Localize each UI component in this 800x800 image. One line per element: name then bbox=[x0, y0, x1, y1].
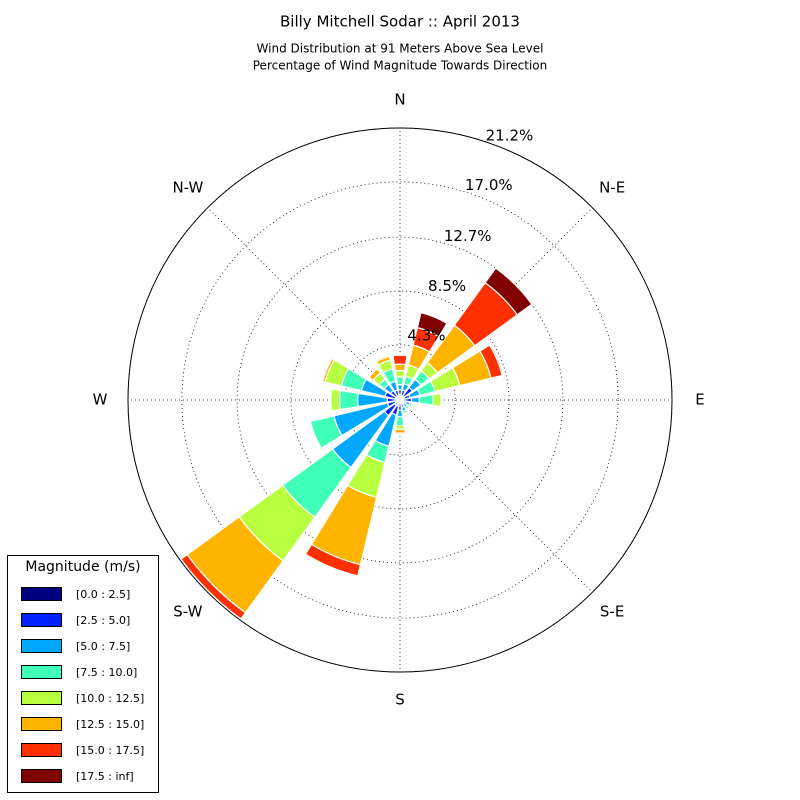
legend-swatch bbox=[21, 717, 62, 731]
r-tick-label: 17.0% bbox=[465, 176, 513, 194]
legend-swatch bbox=[21, 743, 62, 757]
wind-bar bbox=[339, 389, 359, 411]
wind-bar bbox=[418, 394, 434, 406]
wind-bar bbox=[330, 389, 333, 411]
wind-bar bbox=[488, 343, 505, 377]
legend-label: [10.0 : 12.5] bbox=[76, 692, 144, 705]
legend-title: Magnitude (m/s) bbox=[25, 559, 140, 575]
legend-label: [5.0 : 7.5] bbox=[76, 640, 130, 653]
legend-swatch bbox=[21, 769, 62, 783]
r-tick-label: 21.2% bbox=[486, 126, 534, 144]
grid-ring bbox=[181, 181, 619, 619]
direction-label: S bbox=[395, 691, 405, 709]
grid-ring bbox=[236, 236, 564, 564]
direction-label: N-E bbox=[599, 178, 625, 196]
wind-bar bbox=[410, 402, 414, 408]
legend-label: [2.5 : 5.0] bbox=[76, 614, 130, 627]
wind-bar bbox=[330, 388, 342, 412]
wind-bar bbox=[410, 396, 420, 404]
grid-spoke bbox=[399, 399, 593, 593]
direction-label: E bbox=[695, 391, 704, 409]
r-tick-label: 12.7% bbox=[444, 227, 492, 245]
wind-bar bbox=[394, 369, 406, 378]
grid-ring bbox=[290, 290, 510, 510]
legend-swatch bbox=[21, 639, 62, 653]
wind-bar bbox=[416, 311, 448, 338]
wind-bar bbox=[484, 267, 533, 316]
legend-label: [0.0 : 2.5] bbox=[76, 588, 130, 601]
legend-label: [7.5 : 10.0] bbox=[76, 666, 137, 679]
wind-bar bbox=[396, 409, 404, 418]
legend-label: [17.5 : inf] bbox=[76, 770, 134, 783]
wind-bar bbox=[432, 392, 442, 408]
legend-label: [12.5 : 15.0] bbox=[76, 718, 144, 731]
wind-bar bbox=[393, 363, 407, 372]
legend-swatch bbox=[21, 665, 62, 679]
wind-bar bbox=[395, 415, 405, 427]
direction-label: N bbox=[394, 91, 405, 109]
wind-bar bbox=[439, 393, 442, 407]
wind-bar bbox=[392, 354, 408, 366]
legend-swatch bbox=[21, 587, 62, 601]
chart-subtitle: Percentage of Wind Magnitude Towards Dir… bbox=[253, 59, 547, 73]
r-tick-label: 8.5% bbox=[428, 277, 466, 295]
grid-ring bbox=[127, 127, 673, 673]
wind-bar bbox=[375, 354, 390, 362]
wind-bar bbox=[392, 354, 408, 357]
direction-label: S-E bbox=[600, 603, 624, 621]
legend-swatch bbox=[21, 691, 62, 705]
r-tick-label: 4.3% bbox=[407, 327, 445, 345]
grid-spoke bbox=[207, 207, 401, 401]
chart-subtitle: Wind Distribution at 91 Meters Above Sea… bbox=[257, 42, 544, 56]
wind-bar bbox=[396, 384, 404, 391]
direction-label: S-W bbox=[173, 603, 202, 621]
chart-title: Billy Mitchell Sodar :: April 2013 bbox=[280, 13, 520, 31]
legend-label: [15.0 : 17.5] bbox=[76, 744, 144, 757]
direction-label: N-W bbox=[172, 178, 203, 196]
wind-bar bbox=[395, 376, 405, 386]
direction-label: W bbox=[93, 391, 108, 409]
wind-bar bbox=[322, 358, 333, 382]
legend-swatch bbox=[21, 613, 62, 627]
grid-ring bbox=[344, 344, 456, 456]
